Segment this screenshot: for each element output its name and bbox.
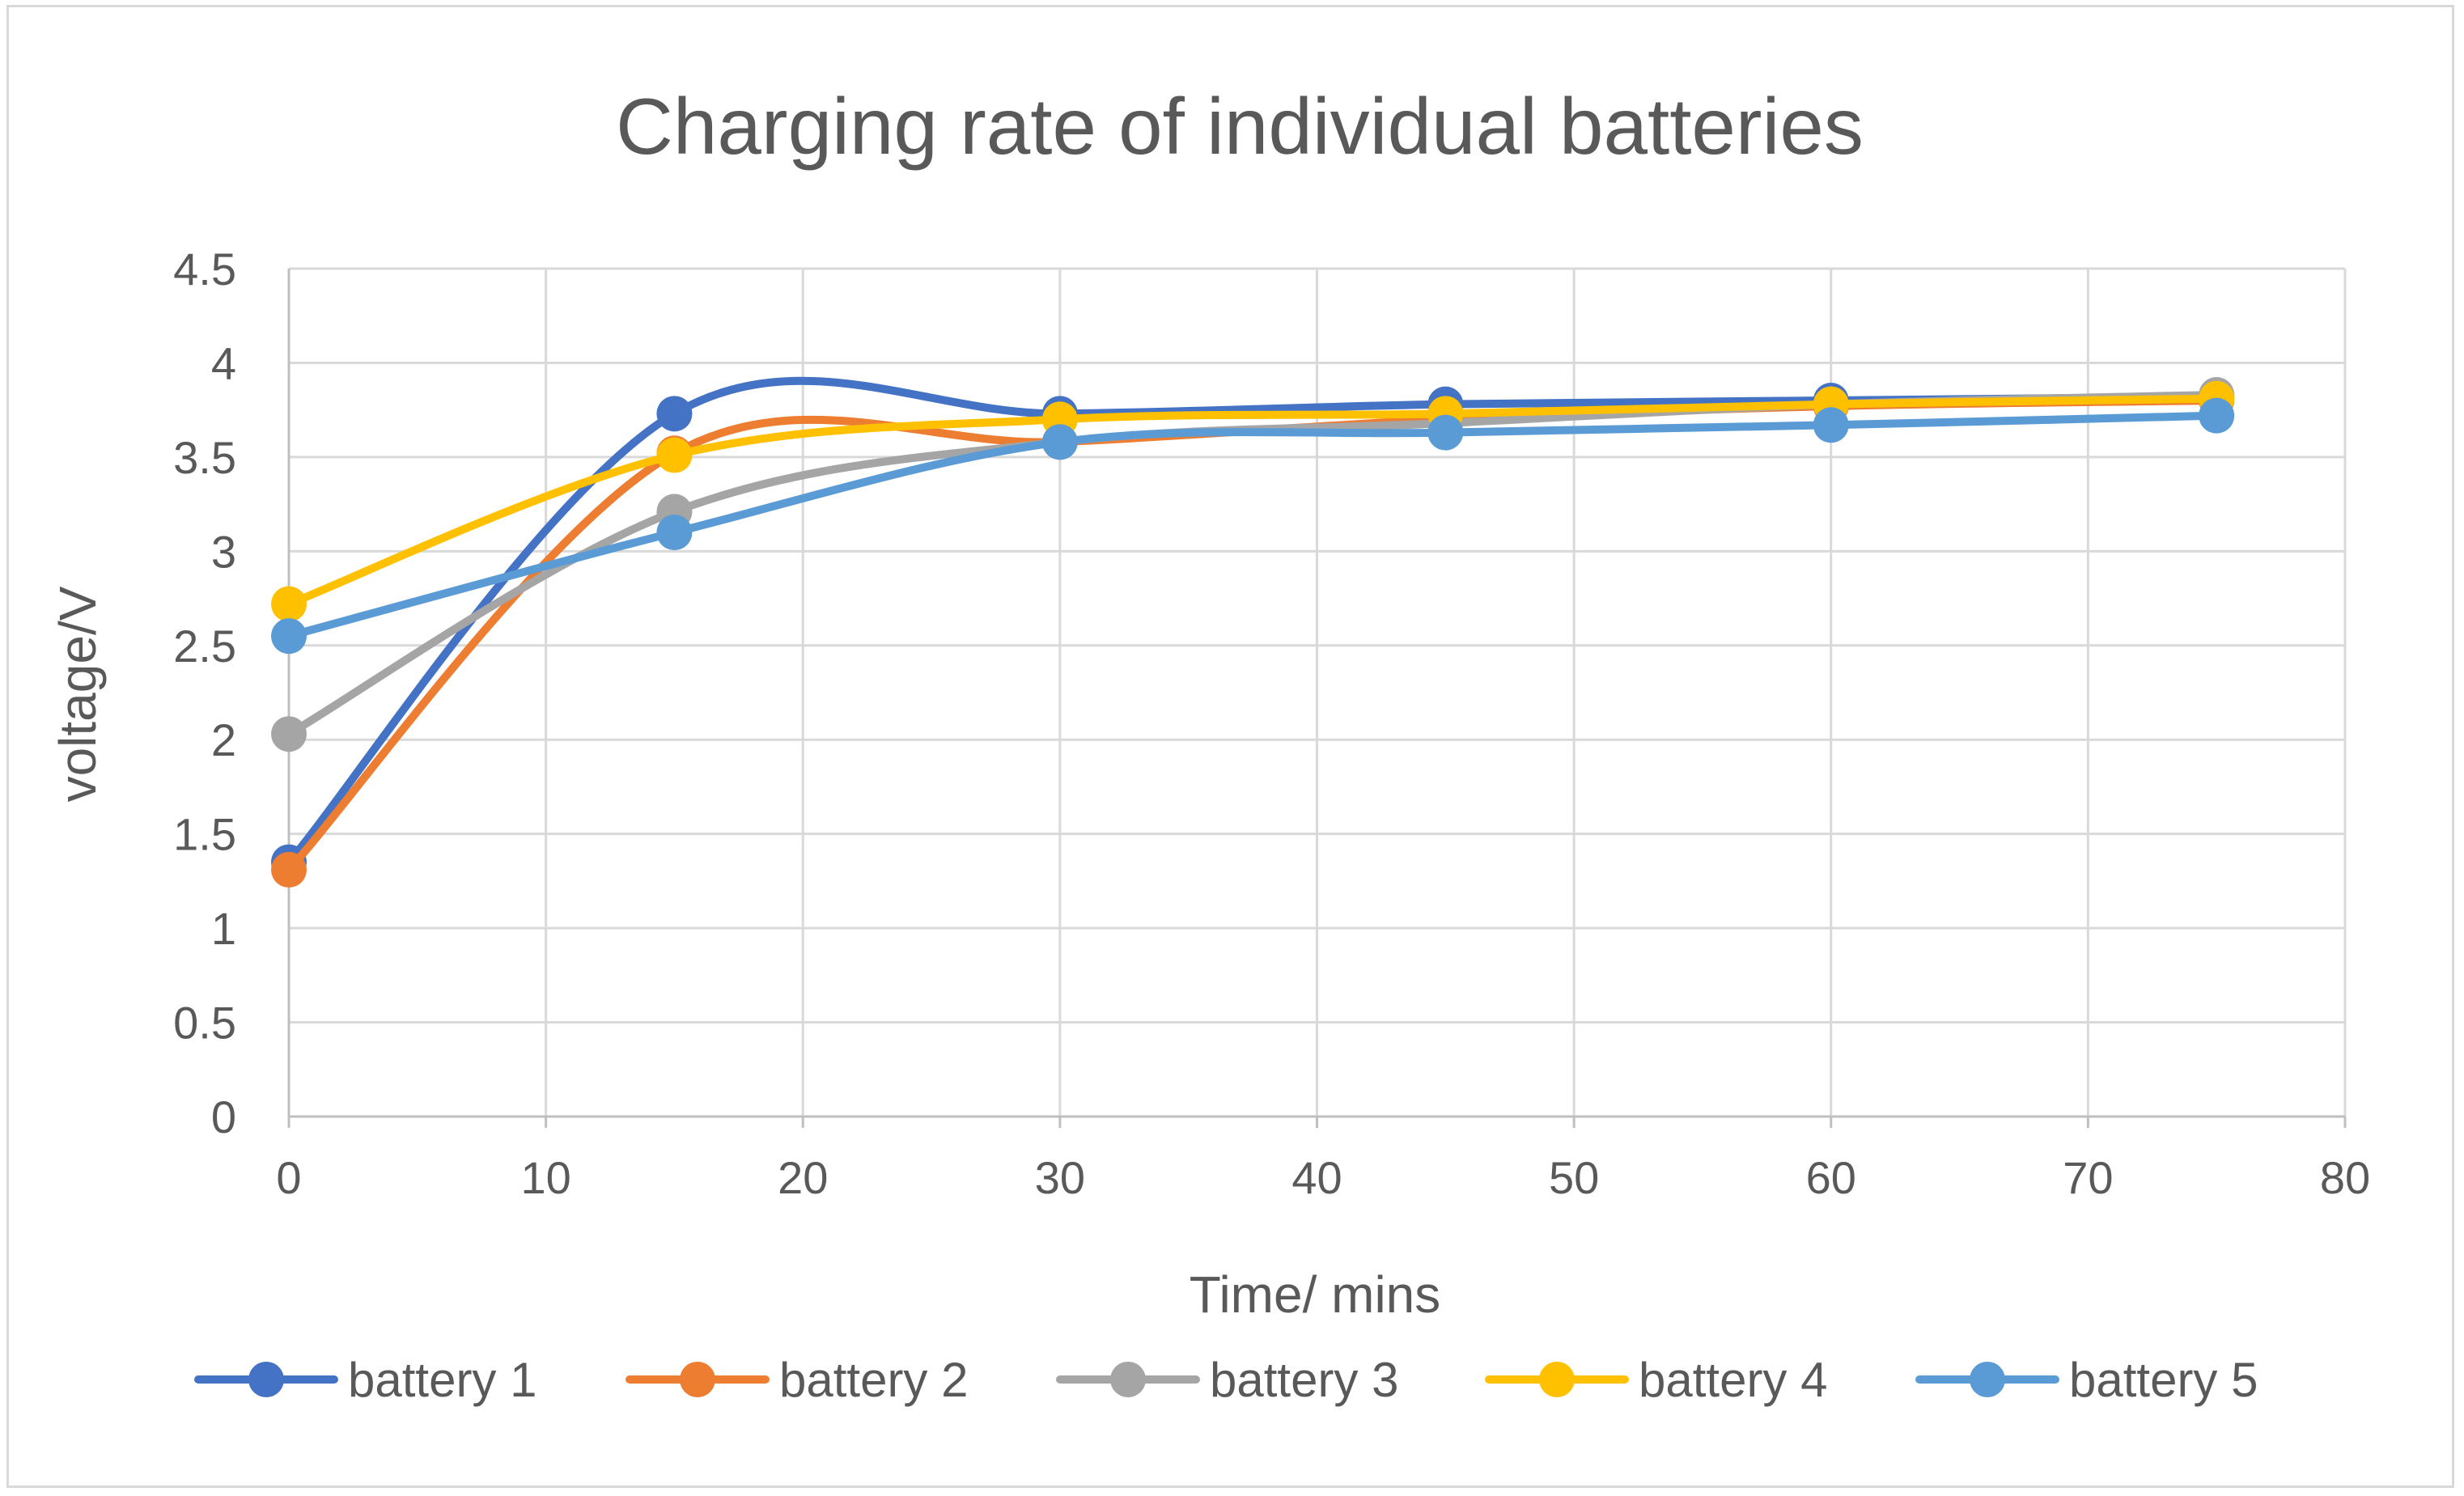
y-tick-label: 0 [211, 1091, 236, 1142]
data-point-battery-4 [271, 586, 307, 622]
legend-item-battery-3: battery 3 [1056, 1353, 1398, 1407]
x-tick-label: 0 [276, 1152, 301, 1203]
data-point-battery-4 [656, 437, 693, 473]
x-tick-label: 30 [1035, 1152, 1085, 1203]
legend-item-battery-5: battery 5 [1915, 1353, 2258, 1407]
data-point-battery-3 [271, 716, 307, 752]
legend-marker-battery-1 [248, 1362, 284, 1397]
x-axis-title: Time/ mins [1190, 1265, 1441, 1324]
tick-labels: 0 0.5 1 1.5 2 2.5 3 3.5 4 4.5 0 10 20 30 40 50 60 70 80 [173, 244, 2370, 1203]
series-battery-5 [271, 397, 2235, 655]
series-group [271, 376, 2235, 888]
chart-frame [6, 5, 2454, 1488]
data-point-battery-5 [656, 515, 693, 551]
series-battery-4 [271, 380, 2235, 622]
x-tick-label: 60 [1806, 1152, 1856, 1203]
series-line-battery-1 [285, 376, 2221, 867]
x-tick-label: 20 [778, 1152, 828, 1203]
legend: battery 1 battery 2 battery 3 battery 4 batt… [194, 1353, 2258, 1407]
series-line-battery-5 [285, 411, 2221, 641]
legend-item-battery-4: battery 4 [1485, 1353, 1827, 1407]
legend-marker-battery-3 [1110, 1362, 1146, 1397]
y-tick-label: 2.5 [173, 621, 236, 672]
data-point-battery-5 [271, 618, 307, 655]
data-point-battery-2 [271, 851, 307, 888]
data-point-battery-5 [2199, 397, 2235, 434]
legend-label-battery-1: battery 1 [348, 1353, 536, 1407]
series-line-battery-3 [285, 391, 2221, 739]
legend-label-battery-3: battery 3 [1210, 1353, 1398, 1407]
y-tick-label: 2 [211, 714, 236, 765]
y-tick-label: 3 [211, 526, 236, 577]
x-tick-label: 80 [2320, 1152, 2370, 1203]
x-tick-label: 10 [520, 1152, 570, 1203]
legend-label-battery-5: battery 5 [2069, 1353, 2258, 1407]
data-point-battery-5 [1041, 424, 1078, 460]
legend-marker-battery-5 [1970, 1362, 2005, 1397]
y-tick-label: 1.5 [173, 809, 236, 860]
data-point-battery-5 [1427, 414, 1464, 451]
legend-label-battery-2: battery 2 [779, 1353, 968, 1407]
legend-marker-battery-4 [1539, 1362, 1575, 1397]
x-tick-label: 70 [2063, 1152, 2113, 1203]
legend-label-battery-4: battery 4 [1639, 1353, 1827, 1407]
y-axis-title: voltage/V [49, 586, 107, 802]
legend-item-battery-2: battery 2 [626, 1353, 968, 1407]
y-tick-label: 3.5 [173, 432, 236, 483]
series-line-battery-2 [285, 396, 2221, 874]
legend-item-battery-1: battery 1 [194, 1353, 536, 1407]
y-tick-label: 4 [211, 337, 236, 388]
series-line-battery-4 [285, 394, 2221, 608]
y-tick-label: 1 [211, 903, 236, 954]
x-tick-label: 50 [1549, 1152, 1599, 1203]
data-point-battery-5 [1813, 407, 1849, 443]
axes [287, 269, 2347, 1128]
y-tick-label: 0.5 [173, 998, 236, 1049]
data-point-battery-1 [656, 396, 693, 432]
x-tick-label: 40 [1291, 1152, 1342, 1203]
series-battery-2 [271, 383, 2235, 888]
chart-title: Charging rate of individual batteries [616, 82, 1864, 171]
series-battery-1 [271, 376, 2235, 880]
legend-marker-battery-2 [680, 1362, 715, 1397]
y-tick-label: 4.5 [173, 244, 236, 295]
